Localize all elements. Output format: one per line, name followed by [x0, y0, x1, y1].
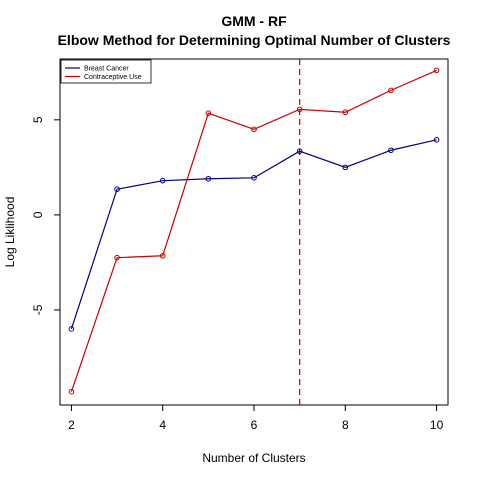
legend-label: Breast Cancer — [84, 65, 129, 72]
data-point-contraceptive-use — [433, 67, 440, 74]
x-tick-label: 10 — [430, 418, 444, 432]
chart-subtitle: Elbow Method for Determining Optimal Num… — [58, 32, 451, 48]
x-axis-title: Number of Clusters — [202, 451, 305, 465]
series-group — [68, 67, 440, 395]
data-point-breast-cancer — [159, 177, 166, 184]
x-tick-label: 2 — [68, 418, 75, 432]
data-point-contraceptive-use — [68, 388, 75, 395]
legend-label: Contraceptive Use — [84, 74, 142, 81]
x-tick-label: 8 — [342, 418, 349, 432]
data-point-contraceptive-use — [388, 87, 394, 94]
y-axis-title: Log Liklihood — [3, 197, 17, 268]
data-point-contraceptive-use — [296, 106, 303, 113]
y-tick-label: 0 — [31, 211, 45, 218]
data-point-contraceptive-use — [114, 254, 120, 261]
data-point-breast-cancer — [433, 136, 440, 143]
data-point-breast-cancer — [251, 175, 257, 181]
data-point-breast-cancer — [205, 175, 212, 182]
series-line-contraceptive-use — [70, 69, 437, 392]
legend-box — [60, 59, 152, 84]
x-tick-label: 6 — [251, 418, 258, 432]
y-tick-label: 5 — [31, 116, 45, 123]
data-point-contraceptive-use — [205, 110, 212, 116]
data-point-breast-cancer — [342, 164, 349, 171]
data-point-breast-cancer — [296, 148, 303, 155]
x-tick-label: 4 — [159, 418, 166, 432]
chart-title: GMM - RF — [221, 13, 287, 29]
y-axis: -5 0 5 — [31, 116, 60, 315]
data-point-breast-cancer — [388, 147, 394, 154]
x-axis: 2 4 6 8 10 — [68, 405, 444, 432]
series-line-breast-cancer — [70, 139, 437, 330]
legend: Breast Cancer Contraceptive Use — [60, 59, 152, 84]
y-tick-label: -5 — [31, 304, 45, 315]
data-point-contraceptive-use — [342, 109, 349, 116]
data-point-contraceptive-use — [251, 126, 257, 133]
data-point-breast-cancer — [68, 326, 75, 332]
plot-frame — [59, 58, 449, 406]
data-point-breast-cancer — [114, 186, 120, 193]
data-point-contraceptive-use — [159, 252, 166, 259]
